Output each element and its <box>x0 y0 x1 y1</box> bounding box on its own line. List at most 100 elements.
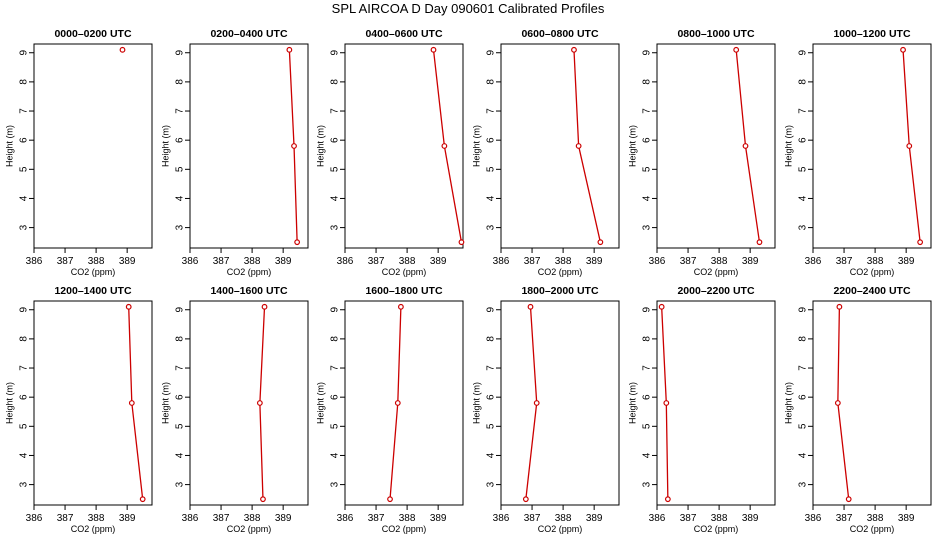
y-axis-label: Height (m) <box>471 125 481 167</box>
x-tick-label: 389 <box>898 513 915 524</box>
x-tick-label: 388 <box>867 513 884 524</box>
y-tick-label: 6 <box>175 137 186 143</box>
data-point <box>527 303 534 310</box>
y-tick-label: 6 <box>330 394 341 400</box>
x-tick-label: 387 <box>836 256 853 267</box>
y-tick-label: 7 <box>642 108 653 114</box>
profile-panel: 1600–1800 UTC 386 387 388 389 3 4 5 6 7 8 9 CO2 (ppm… <box>315 285 464 534</box>
data-point <box>533 400 540 406</box>
plot-frame <box>656 43 776 249</box>
y-tick-label: 8 <box>486 79 497 85</box>
x-tick-label: 389 <box>586 513 603 524</box>
data-point <box>394 400 401 406</box>
y-axis-label: Height (m) <box>160 382 170 424</box>
panel-title: 2200–2400 UTC <box>833 285 910 297</box>
plot-frame <box>812 43 932 249</box>
plot-frame <box>189 300 309 506</box>
y-tick-label: 8 <box>175 336 186 342</box>
data-point <box>575 143 582 149</box>
y-axis-label: Height (m) <box>4 125 14 167</box>
y-tick-label: 9 <box>175 307 186 313</box>
x-axis-label: CO2 (ppm) <box>382 267 427 277</box>
x-tick-label: 386 <box>337 513 354 524</box>
y-axis-label: Height (m) <box>627 382 637 424</box>
y-tick-label: 5 <box>175 423 186 429</box>
y-axis-label: Height (m) <box>315 382 325 424</box>
profile-panel: 2000–2200 UTC 386 387 388 389 3 4 5 6 7 8 9 CO2 (ppm… <box>627 285 776 534</box>
y-tick-label: 5 <box>798 166 809 172</box>
y-tick-label: 6 <box>19 137 30 143</box>
panel-title: 1400–1600 UTC <box>210 285 287 297</box>
profile-panel: 0200–0400 UTC 386 387 388 389 3 4 5 6 7 8 9 CO2 (ppm… <box>160 28 309 277</box>
y-tick-label: 8 <box>330 336 341 342</box>
y-tick-label: 8 <box>330 79 341 85</box>
x-tick-label: 387 <box>524 256 541 267</box>
y-tick-label: 9 <box>486 50 497 56</box>
x-tick-label: 388 <box>555 256 572 267</box>
x-tick-label: 389 <box>430 513 447 524</box>
plot-frame <box>189 43 309 249</box>
x-tick-label: 386 <box>493 513 510 524</box>
plot-frame <box>344 300 464 506</box>
y-tick-label: 3 <box>19 481 30 487</box>
y-tick-label: 9 <box>642 307 653 313</box>
y-tick-label: 6 <box>486 394 497 400</box>
x-tick-label: 386 <box>493 256 510 267</box>
profile-panel: 1400–1600 UTC 386 387 388 389 3 4 5 6 7 8 9 CO2 (ppm… <box>160 285 309 534</box>
y-tick-label: 7 <box>19 365 30 371</box>
y-tick-label: 4 <box>642 195 653 201</box>
data-point <box>663 400 670 406</box>
y-tick-label: 7 <box>175 365 186 371</box>
data-point <box>571 46 577 53</box>
x-tick-label: 388 <box>244 513 261 524</box>
panel-title: 1800–2000 UTC <box>521 285 598 297</box>
x-tick-label: 388 <box>867 256 884 267</box>
y-tick-label: 8 <box>798 79 809 85</box>
data-point <box>294 239 301 246</box>
y-tick-label: 3 <box>642 481 653 487</box>
y-tick-label: 3 <box>19 224 30 230</box>
plot-frame <box>344 43 464 249</box>
y-tick-label: 9 <box>798 50 809 56</box>
y-tick-label: 4 <box>486 195 497 201</box>
x-tick-label: 389 <box>742 256 759 267</box>
plot-frame <box>656 300 776 506</box>
x-tick-label: 389 <box>119 513 136 524</box>
x-axis-label: CO2 (ppm) <box>227 267 272 277</box>
y-tick-label: 5 <box>798 423 809 429</box>
y-tick-label: 7 <box>798 365 809 371</box>
x-tick-label: 387 <box>680 513 697 524</box>
y-tick-label: 5 <box>642 423 653 429</box>
data-point <box>430 46 437 53</box>
panel-title: 0000–0200 UTC <box>54 28 131 40</box>
x-tick-label: 386 <box>805 256 822 267</box>
y-tick-label: 5 <box>330 166 341 172</box>
y-tick-label: 5 <box>642 166 653 172</box>
y-tick-label: 5 <box>19 423 30 429</box>
y-tick-label: 4 <box>798 195 809 201</box>
y-tick-label: 9 <box>330 50 341 56</box>
y-tick-label: 9 <box>642 50 653 56</box>
y-tick-label: 8 <box>19 79 30 85</box>
y-tick-label: 6 <box>175 394 186 400</box>
y-axis-label: Height (m) <box>627 125 637 167</box>
y-tick-label: 4 <box>175 195 186 201</box>
y-tick-label: 6 <box>642 394 653 400</box>
data-point <box>906 143 913 149</box>
x-tick-label: 386 <box>182 256 199 267</box>
x-tick-label: 388 <box>244 256 261 267</box>
panel-title: 0800–1000 UTC <box>677 28 754 40</box>
y-tick-label: 7 <box>798 108 809 114</box>
y-tick-label: 5 <box>486 423 497 429</box>
y-tick-label: 3 <box>175 224 186 230</box>
data-point <box>836 303 843 310</box>
data-point <box>742 143 749 149</box>
y-axis-label: Height (m) <box>160 125 170 167</box>
data-point <box>900 46 906 53</box>
x-tick-label: 386 <box>805 513 822 524</box>
x-axis-label: CO2 (ppm) <box>694 267 739 277</box>
x-tick-label: 387 <box>213 513 230 524</box>
profile-panel: 2200–2400 UTC 386 387 388 389 3 4 5 6 7 8 9 CO2 (ppm… <box>783 285 932 534</box>
y-tick-label: 9 <box>798 307 809 313</box>
figure-title: SPL AIRCOA D Day 090601 Calibrated Profi… <box>331 1 605 16</box>
